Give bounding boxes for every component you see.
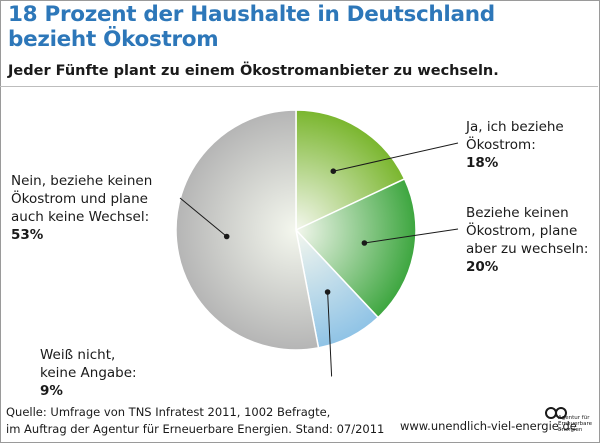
label-slice-nein: Nein, beziehe keinen Ökostrom und plane … — [11, 172, 152, 244]
pie-slice-nein — [175, 109, 320, 351]
pie-slice-plane-leader — [364, 228, 459, 244]
label-slice-weiss: Weiß nicht, keine Angabe: 9% — [40, 346, 137, 400]
pie-slice-weiss-leader — [327, 291, 333, 377]
pie-slice-ja-dot — [330, 168, 337, 174]
pie-slice-ja — [295, 109, 406, 232]
label-slice-ja-value: 18% — [466, 155, 499, 171]
pie-slice-ja-leader — [333, 142, 459, 172]
label-slice-plane-text: Beziehe keinen Ökostrom, plane aber zu w… — [466, 205, 589, 257]
title-line-1: 18 Prozent der Haushalte in Deutschland — [8, 2, 495, 27]
pie-slice-nein-dot — [223, 233, 230, 240]
label-slice-plane-value: 20% — [466, 259, 499, 275]
label-slice-plane: Beziehe keinen Ökostrom, plane aber zu w… — [466, 204, 588, 276]
divider — [0, 86, 598, 87]
source-note: Quelle: Umfrage von TNS Infratest 2011, … — [6, 405, 385, 436]
logo-caption: Agentur für Erneuerbare Energien — [558, 415, 593, 433]
title-line-2: bezieht Ökostrom — [8, 27, 219, 52]
label-slice-ja-text: Ja, ich beziehe Ökostrom: — [466, 119, 564, 153]
pie-slice-plane — [294, 177, 417, 319]
pie-slice-weiss-dot — [324, 289, 331, 295]
label-slice-ja: Ja, ich beziehe Ökostrom: 18% — [466, 118, 564, 172]
label-slice-nein-text: Nein, beziehe keinen Ökostrom und plane … — [11, 173, 153, 225]
pie-slice-nein-leader — [179, 197, 228, 237]
agentur-logo-icon — [545, 407, 567, 419]
pie-slice-plane-dot — [361, 240, 368, 246]
chart-title: 18 Prozent der Haushalte in Deutschland … — [8, 2, 495, 52]
label-slice-weiss-value: 9% — [40, 383, 63, 399]
website-link[interactable]: www.unendlich-viel-energie.de — [400, 419, 577, 433]
chart-subtitle: Jeder Fünfte plant zu einem Ökostromanbi… — [8, 63, 499, 79]
label-slice-nein-value: 53% — [11, 227, 44, 243]
label-slice-weiss-text: Weiß nicht, keine Angabe: — [40, 347, 137, 381]
